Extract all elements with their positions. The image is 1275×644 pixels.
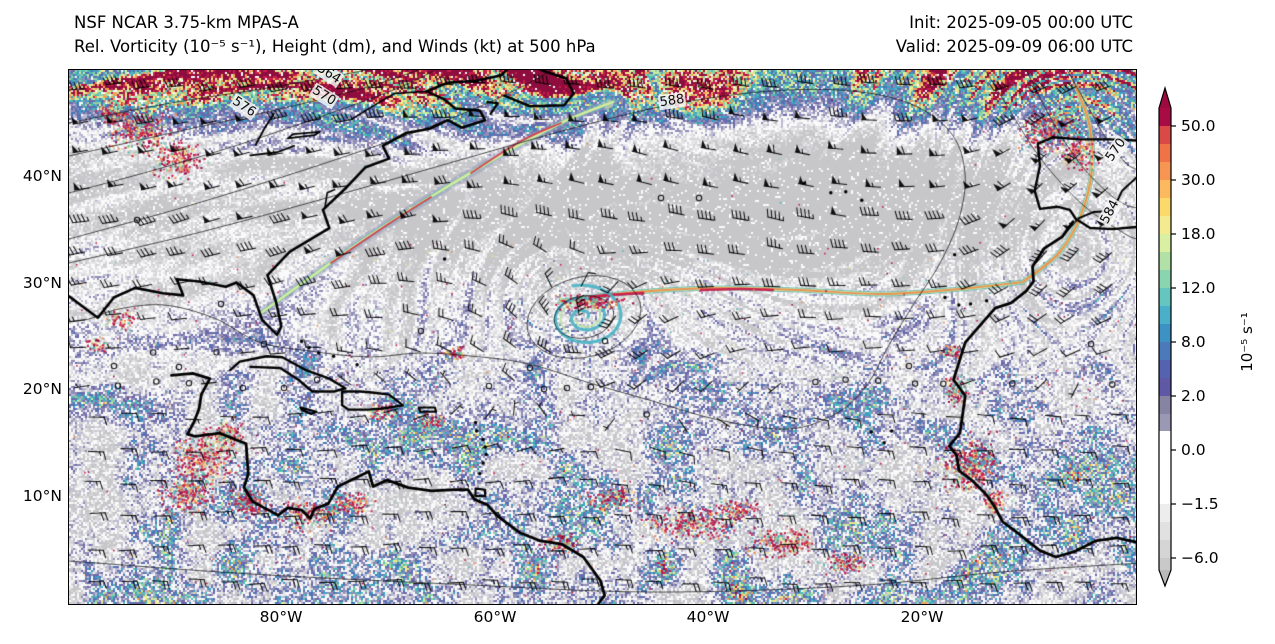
- title-field-line: Rel. Vorticity (10⁻⁵ s⁻¹), Height (dm), …: [74, 37, 596, 56]
- colorbar-tick-label: 8.0: [1181, 333, 1206, 351]
- x-tick-label: 20°W: [900, 608, 944, 626]
- vorticity-map-canvas: [69, 70, 1136, 604]
- colorbar-tick-label: 12.0: [1181, 279, 1216, 297]
- y-tick-label: 30°N: [22, 274, 62, 292]
- colorbar-tick-label: −1.5: [1181, 495, 1219, 513]
- colorbar-tick-label: 50.0: [1181, 117, 1216, 135]
- colorbar: [1158, 85, 1176, 588]
- x-tick-label: 40°W: [686, 608, 730, 626]
- colorbar-tick-label: −6.0: [1181, 549, 1219, 567]
- valid-time: Valid: 2025-09-09 06:00 UTC: [895, 37, 1133, 56]
- y-tick-label: 20°N: [22, 380, 62, 398]
- title-model-line: NSF NCAR 3.75-km MPAS-A: [74, 13, 299, 32]
- colorbar-unit-label: 10⁻⁵ s⁻¹: [1238, 312, 1256, 372]
- figure-title: NSF NCAR 3.75-km MPAS-A Rel. Vorticity (…: [74, 11, 596, 59]
- x-tick-label: 60°W: [473, 608, 517, 626]
- init-time: Init: 2025-09-05 00:00 UTC: [909, 13, 1133, 32]
- run-times: Init: 2025-09-05 00:00 UTC Valid: 2025-0…: [896, 11, 1133, 59]
- colorbar-tick-label: 18.0: [1181, 225, 1216, 243]
- colorbar-tick-label: 2.0: [1181, 387, 1206, 405]
- y-tick-label: 40°N: [22, 167, 62, 185]
- x-tick-label: 80°W: [259, 608, 303, 626]
- colorbar-tick-label: 0.0: [1181, 441, 1206, 459]
- colorbar-tick-label: 30.0: [1181, 171, 1216, 189]
- map-panel: 564 570 576 588 570 584: [68, 69, 1137, 605]
- y-tick-label: 10°N: [22, 487, 62, 505]
